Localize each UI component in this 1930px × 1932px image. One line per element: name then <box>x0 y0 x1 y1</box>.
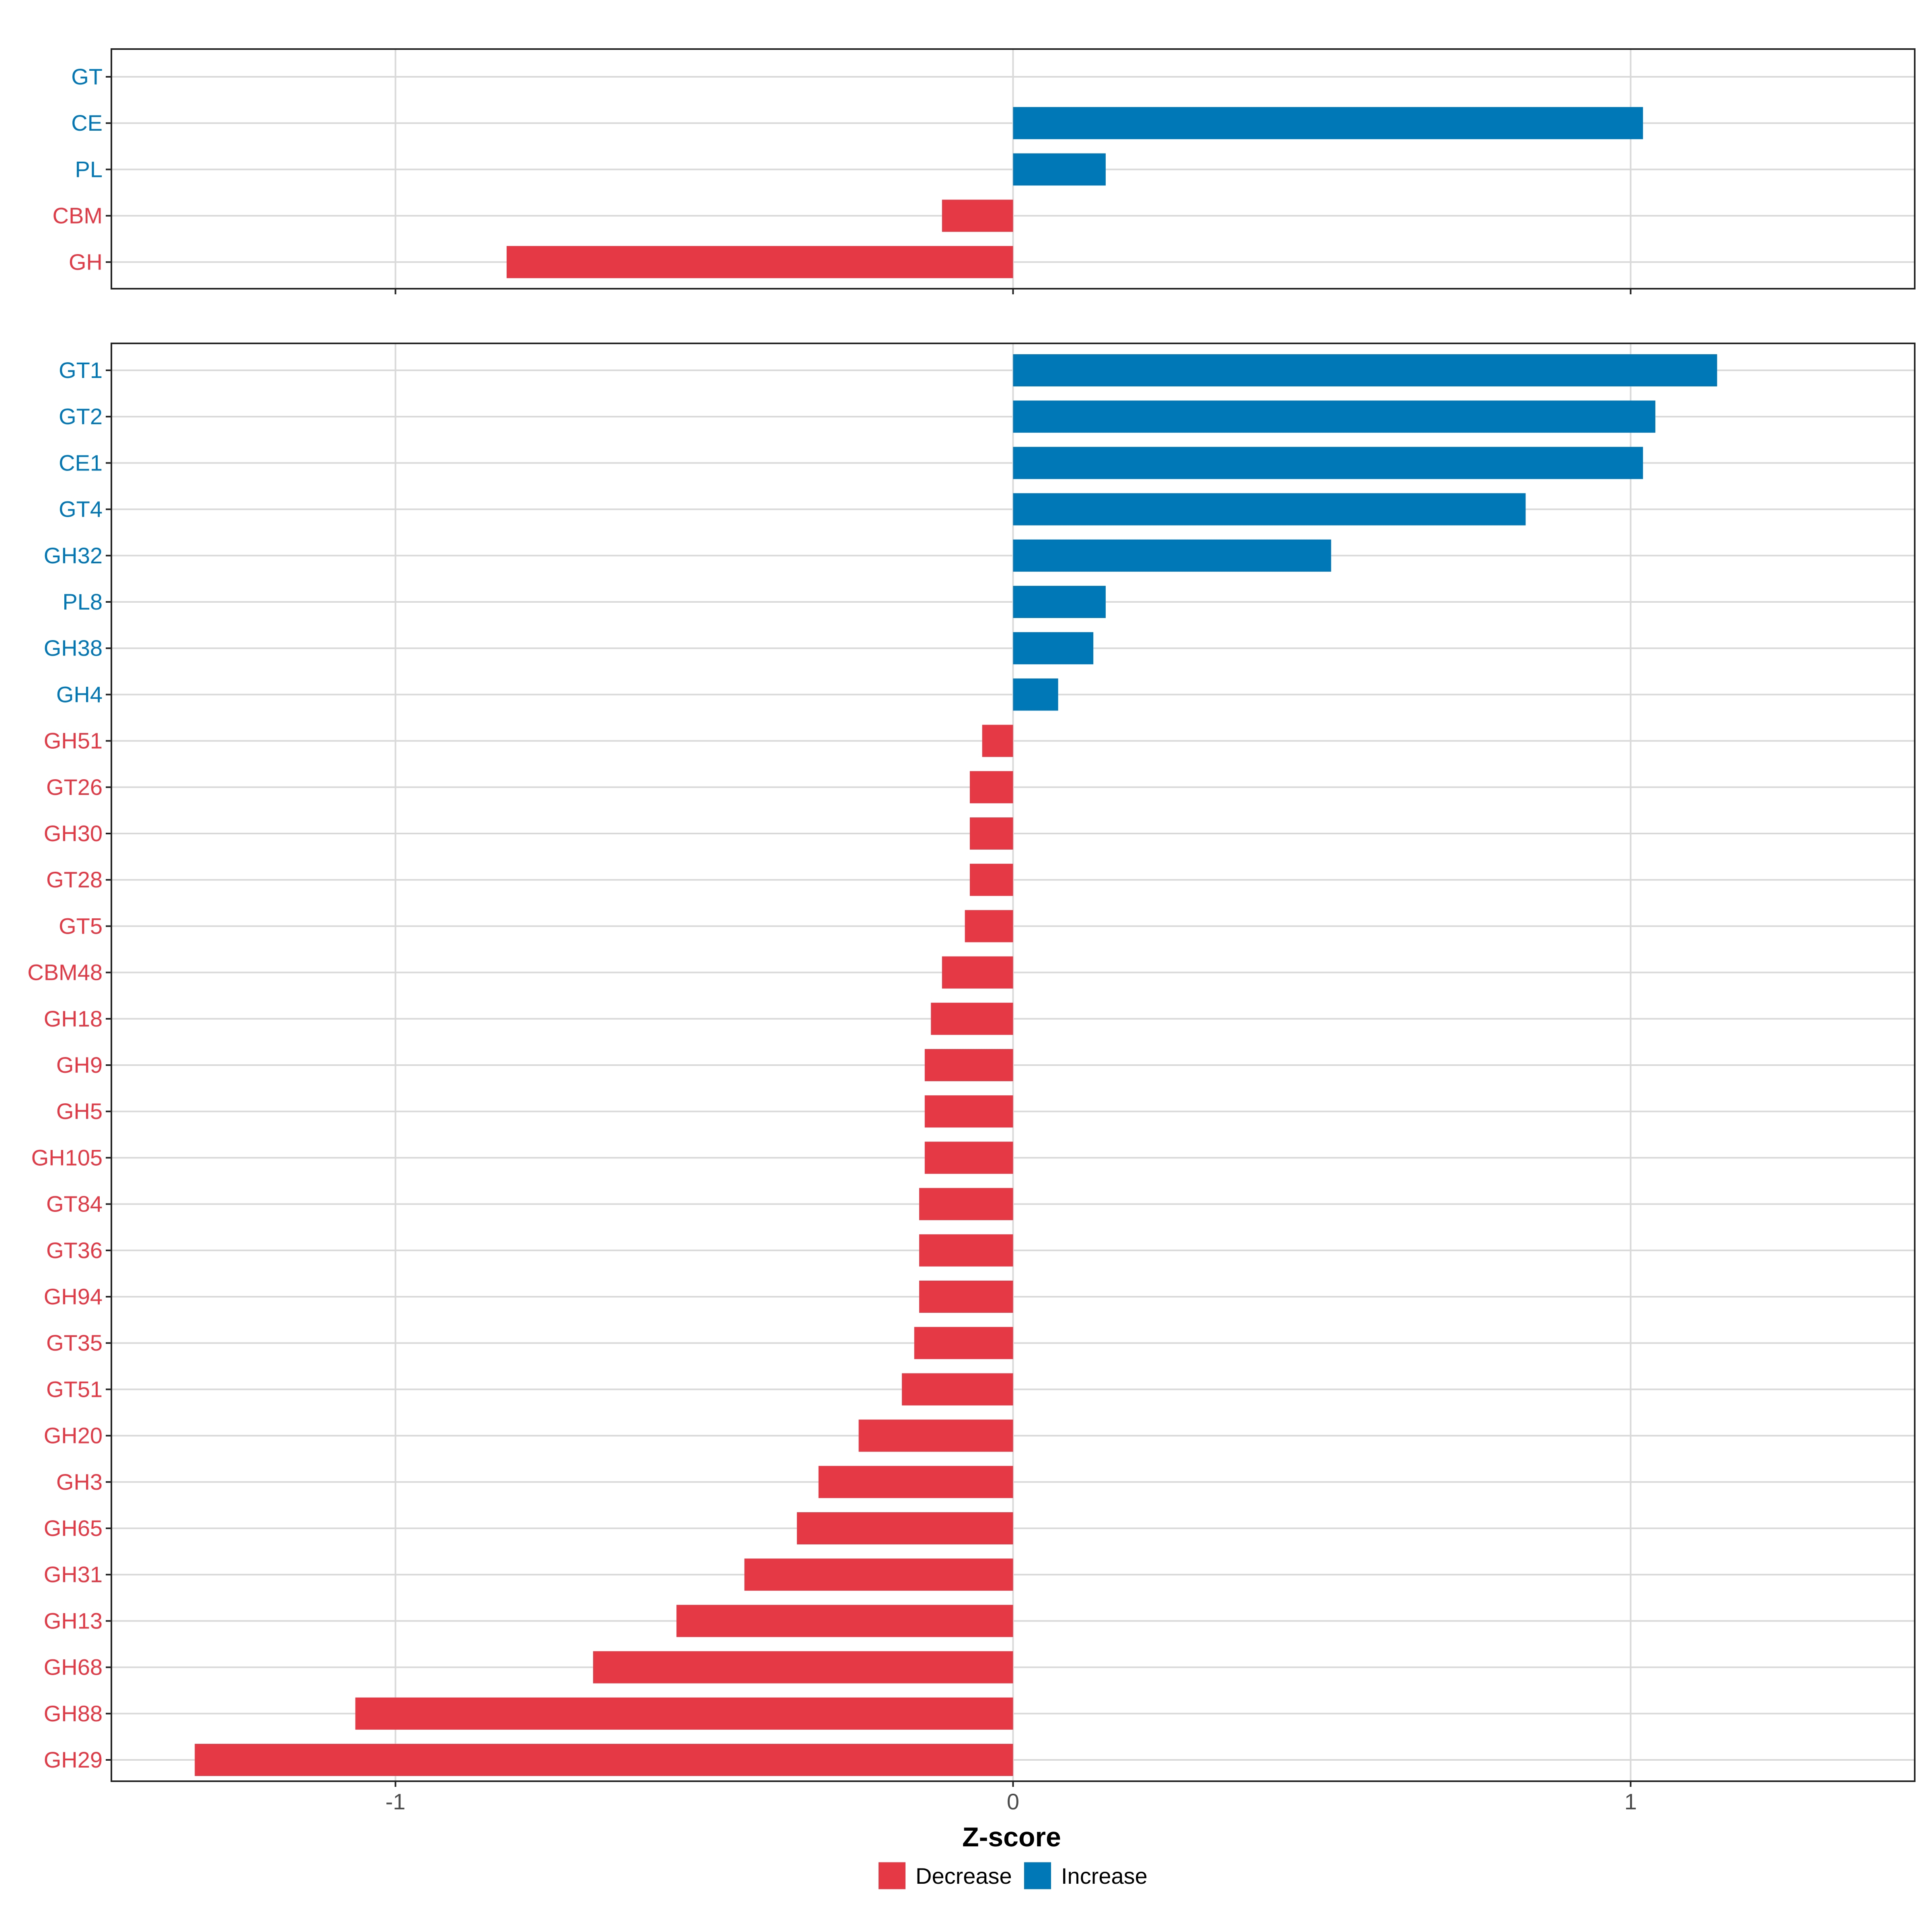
bottom-panel: GT1GT2CE1GT4GH32PL8GH38GH4GH51GT26GH30GT… <box>27 343 1916 1814</box>
bar-gh31 <box>744 1558 1013 1591</box>
y-tick-label-ce1: CE1 <box>59 450 103 475</box>
bar-gh38 <box>1013 632 1094 665</box>
y-tick-label-gh105: GH105 <box>31 1145 103 1170</box>
y-tick-label-gt28: GT28 <box>46 867 103 892</box>
y-tick-label-gh51: GH51 <box>44 728 103 754</box>
bar-gh3 <box>818 1466 1013 1498</box>
bar-gt36 <box>919 1234 1013 1267</box>
y-tick-label-cbm48: CBM48 <box>27 960 103 985</box>
bar-gt35 <box>914 1327 1013 1359</box>
bar-gt26 <box>969 771 1013 803</box>
y-tick-label-gh88: GH88 <box>44 1701 103 1726</box>
bar-pl <box>1013 153 1106 186</box>
y-tick-label-gh68: GH68 <box>44 1655 103 1680</box>
legend-label-increase: Increase <box>1061 1863 1148 1889</box>
y-tick-label-gh32: GH32 <box>44 543 103 568</box>
y-tick-label-gt2: GT2 <box>59 404 103 429</box>
bar-gh5 <box>924 1095 1013 1128</box>
bar-gt4 <box>1013 493 1526 526</box>
y-tick-label-gh30: GH30 <box>44 821 103 846</box>
legend: Decrease Increase <box>879 1862 1148 1889</box>
y-tick-label-gt: GT <box>71 64 103 89</box>
y-tick-label-cbm: CBM <box>53 203 103 228</box>
x-tick-label: -1 <box>386 1789 406 1814</box>
x-tick-label: 0 <box>1007 1789 1019 1814</box>
y-tick-label-gh38: GH38 <box>44 635 103 661</box>
y-tick-label-gh65: GH65 <box>44 1515 103 1541</box>
bar-pl8 <box>1013 586 1106 618</box>
bar-gh105 <box>924 1142 1013 1174</box>
bar-gh51 <box>982 725 1013 757</box>
x-axis-title: Z-score <box>962 1822 1061 1852</box>
bar-gh29 <box>195 1744 1013 1776</box>
y-tick-label-gt51: GT51 <box>46 1376 103 1402</box>
y-tick-label-pl8: PL8 <box>62 589 103 614</box>
legend-key-increase <box>1024 1862 1051 1889</box>
y-tick-label-gh4: GH4 <box>56 682 103 707</box>
y-tick-label-gt84: GT84 <box>46 1191 103 1217</box>
y-tick-label-pl: PL <box>75 156 103 182</box>
bar-cbm48 <box>942 956 1013 989</box>
y-tick-label-gh13: GH13 <box>44 1608 103 1633</box>
y-tick-label-gh5: GH5 <box>56 1098 103 1124</box>
y-tick-label-gt4: GT4 <box>59 497 103 522</box>
y-tick-label-gt35: GT35 <box>46 1330 103 1355</box>
y-tick-label-gt1: GT1 <box>59 357 103 383</box>
bar-gt5 <box>965 910 1013 942</box>
y-tick-label-gt5: GT5 <box>59 913 103 938</box>
legend-label-decrease: Decrease <box>916 1863 1012 1889</box>
y-tick-label-gh29: GH29 <box>44 1747 103 1772</box>
x-tick-label: 1 <box>1624 1789 1637 1814</box>
bar-gh32 <box>1013 539 1331 572</box>
y-tick-label-gh9: GH9 <box>56 1052 103 1078</box>
y-tick-label-gh18: GH18 <box>44 1006 103 1031</box>
bar-gt28 <box>969 864 1013 896</box>
bar-ce1 <box>1013 447 1643 479</box>
y-tick-label-gh20: GH20 <box>44 1423 103 1448</box>
bar-gh20 <box>858 1419 1013 1452</box>
y-tick-label-gh3: GH3 <box>56 1469 103 1495</box>
top-panel: GT CE PL CBM GH <box>53 48 1916 294</box>
y-tick-label-gh94: GH94 <box>44 1284 103 1309</box>
bar-gt84 <box>919 1188 1013 1220</box>
bar-gh <box>507 246 1013 278</box>
y-tick-label-gt36: GT36 <box>46 1238 103 1263</box>
bar-gh68 <box>593 1651 1013 1684</box>
bar-cbm <box>942 199 1013 232</box>
y-tick-label-ce: CE <box>71 110 103 136</box>
bar-gh18 <box>931 1002 1013 1035</box>
y-tick-label-gh31: GH31 <box>44 1562 103 1587</box>
bar-gt1 <box>1013 354 1717 386</box>
y-tick-label-gt26: GT26 <box>46 774 103 800</box>
y-tick-label-gh: GH <box>69 249 103 275</box>
bar-gt51 <box>902 1373 1013 1406</box>
bar-gh4 <box>1013 678 1058 711</box>
bar-gh13 <box>676 1605 1013 1637</box>
bar-gh9 <box>924 1049 1013 1081</box>
bar-gt2 <box>1013 400 1655 433</box>
bar-gh94 <box>919 1281 1013 1313</box>
legend-key-decrease <box>879 1862 905 1889</box>
bar-ce <box>1013 107 1643 140</box>
bar-gh30 <box>969 817 1013 850</box>
bar-gh88 <box>355 1697 1013 1730</box>
bar-gh65 <box>797 1512 1013 1544</box>
